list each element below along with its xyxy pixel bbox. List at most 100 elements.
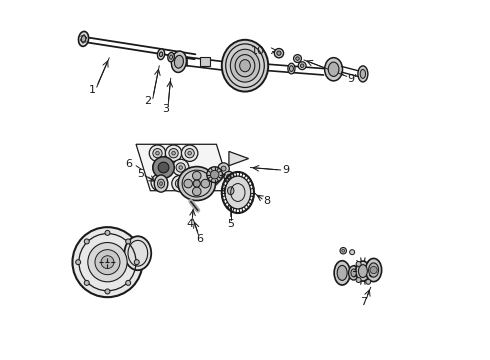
Polygon shape (229, 152, 248, 166)
Circle shape (151, 174, 168, 191)
Ellipse shape (227, 187, 234, 195)
Circle shape (73, 227, 143, 297)
Text: 7: 7 (360, 297, 367, 307)
Circle shape (175, 179, 185, 188)
Ellipse shape (154, 175, 168, 192)
Circle shape (366, 279, 371, 284)
Circle shape (153, 157, 174, 178)
Ellipse shape (337, 265, 347, 280)
Ellipse shape (358, 66, 368, 82)
Circle shape (156, 163, 166, 172)
Circle shape (165, 145, 182, 161)
Circle shape (176, 163, 185, 172)
Circle shape (81, 36, 82, 37)
Ellipse shape (225, 176, 251, 209)
Circle shape (300, 64, 304, 67)
Ellipse shape (124, 236, 151, 270)
Circle shape (342, 249, 344, 252)
Circle shape (172, 152, 175, 155)
Circle shape (84, 280, 89, 285)
Circle shape (296, 57, 299, 60)
Ellipse shape (170, 55, 172, 59)
Ellipse shape (368, 263, 379, 277)
Ellipse shape (168, 53, 174, 62)
Text: 9': 9' (347, 74, 357, 84)
Circle shape (105, 230, 110, 235)
Circle shape (172, 175, 188, 192)
Circle shape (277, 51, 281, 55)
Circle shape (184, 179, 193, 188)
Circle shape (80, 39, 82, 41)
Ellipse shape (358, 265, 368, 278)
Polygon shape (136, 144, 231, 191)
Circle shape (85, 37, 87, 39)
Text: 6: 6 (125, 159, 132, 169)
Circle shape (101, 256, 114, 269)
Ellipse shape (230, 49, 260, 82)
Circle shape (181, 145, 198, 161)
Circle shape (193, 180, 200, 187)
Circle shape (356, 261, 361, 266)
Ellipse shape (240, 60, 250, 72)
Text: 3: 3 (162, 104, 169, 113)
Ellipse shape (334, 261, 350, 285)
Circle shape (193, 187, 201, 196)
Ellipse shape (290, 66, 294, 71)
Text: 2: 2 (144, 96, 151, 107)
Ellipse shape (159, 52, 163, 57)
Circle shape (193, 171, 201, 180)
Circle shape (149, 145, 166, 161)
Circle shape (218, 163, 229, 174)
Circle shape (340, 248, 346, 254)
Circle shape (156, 152, 159, 155)
Text: 10: 10 (251, 46, 265, 56)
Circle shape (153, 149, 162, 158)
Circle shape (370, 266, 377, 274)
Ellipse shape (157, 49, 165, 60)
Ellipse shape (178, 167, 216, 201)
Ellipse shape (360, 69, 366, 78)
Ellipse shape (288, 63, 295, 74)
Text: 9: 9 (282, 165, 289, 175)
Ellipse shape (328, 62, 339, 76)
Circle shape (75, 260, 81, 265)
Circle shape (125, 280, 131, 285)
Circle shape (88, 243, 127, 282)
Ellipse shape (174, 55, 183, 68)
Ellipse shape (348, 266, 359, 280)
Circle shape (159, 166, 163, 169)
Ellipse shape (157, 179, 165, 188)
Circle shape (188, 152, 192, 155)
Ellipse shape (222, 40, 268, 91)
Circle shape (83, 35, 85, 36)
Ellipse shape (160, 182, 163, 185)
Circle shape (125, 239, 131, 244)
Circle shape (210, 170, 219, 179)
Ellipse shape (78, 31, 89, 46)
Text: 5: 5 (137, 168, 144, 179)
Circle shape (298, 62, 306, 69)
Text: 8: 8 (264, 196, 270, 206)
Ellipse shape (81, 35, 86, 42)
Circle shape (172, 159, 189, 176)
Circle shape (82, 42, 84, 43)
Circle shape (84, 239, 89, 244)
Circle shape (207, 167, 222, 183)
Text: 5: 5 (227, 219, 234, 229)
Circle shape (221, 166, 226, 171)
Circle shape (294, 55, 301, 63)
Circle shape (185, 149, 194, 158)
Circle shape (169, 149, 178, 158)
Circle shape (158, 162, 169, 173)
Circle shape (179, 166, 182, 169)
Circle shape (153, 159, 169, 176)
Circle shape (274, 49, 284, 58)
Circle shape (85, 41, 86, 42)
Circle shape (201, 179, 210, 188)
Circle shape (227, 174, 231, 179)
Ellipse shape (356, 261, 370, 281)
Circle shape (157, 181, 161, 184)
Circle shape (95, 249, 120, 275)
Ellipse shape (224, 183, 237, 199)
Text: 6: 6 (196, 234, 203, 244)
